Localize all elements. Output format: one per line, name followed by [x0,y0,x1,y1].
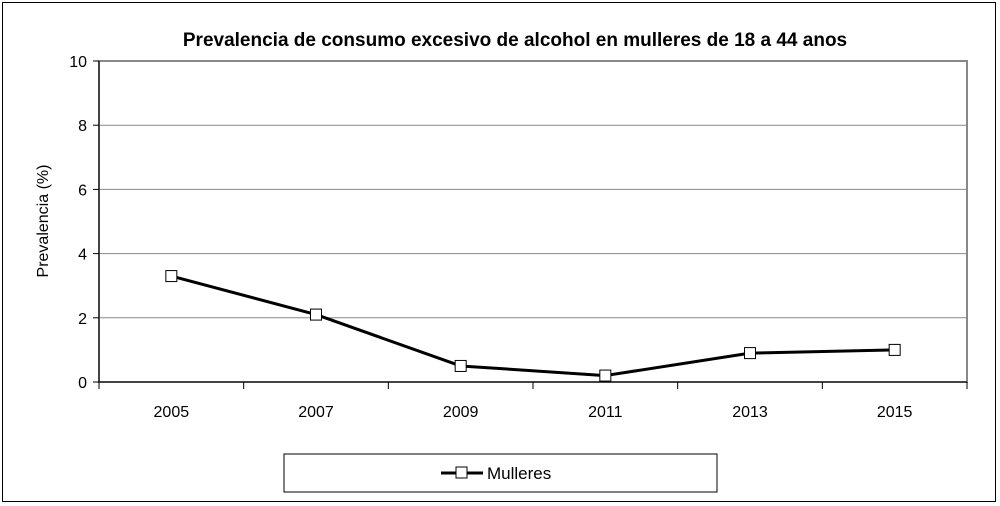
data-point [454,359,467,372]
data-point [744,347,756,360]
x-tick-label: 2009 [443,404,479,421]
legend-label: Mulleres [487,464,551,483]
x-tick-label: 2011 [588,404,623,421]
y-tick-label: 0 [78,375,87,392]
legend-marker [455,466,468,479]
legend: Mulleres [283,453,718,493]
plot-area [98,60,968,383]
chart-title: Prevalencia de consumo excesivo de alcoh… [183,30,847,51]
y-tick-label: 4 [78,247,87,264]
y-axis-title: Prevalencia (%) [35,165,52,278]
data-point [888,343,901,356]
data-point [310,308,322,321]
x-tick-label: 2015 [877,404,913,421]
data-point [165,270,178,283]
gridlines [99,124,967,319]
y-tick-label: 8 [78,118,87,135]
x-tick-label: 2007 [298,404,334,421]
tick-labels: 0 2 4 6 8 10 2005 2007 2009 2011 2013 2015 [69,54,912,421]
axes [93,60,968,389]
series-mulleres [165,270,901,382]
y-tick-label: 10 [69,54,87,71]
series-line [170,274,895,378]
y-tick-label: 6 [78,182,87,199]
y-tick-label: 2 [78,311,87,328]
x-tick-label: 2005 [154,404,190,421]
x-tick-label: 2013 [732,404,768,421]
data-point [599,369,612,382]
legend-box [283,453,718,493]
